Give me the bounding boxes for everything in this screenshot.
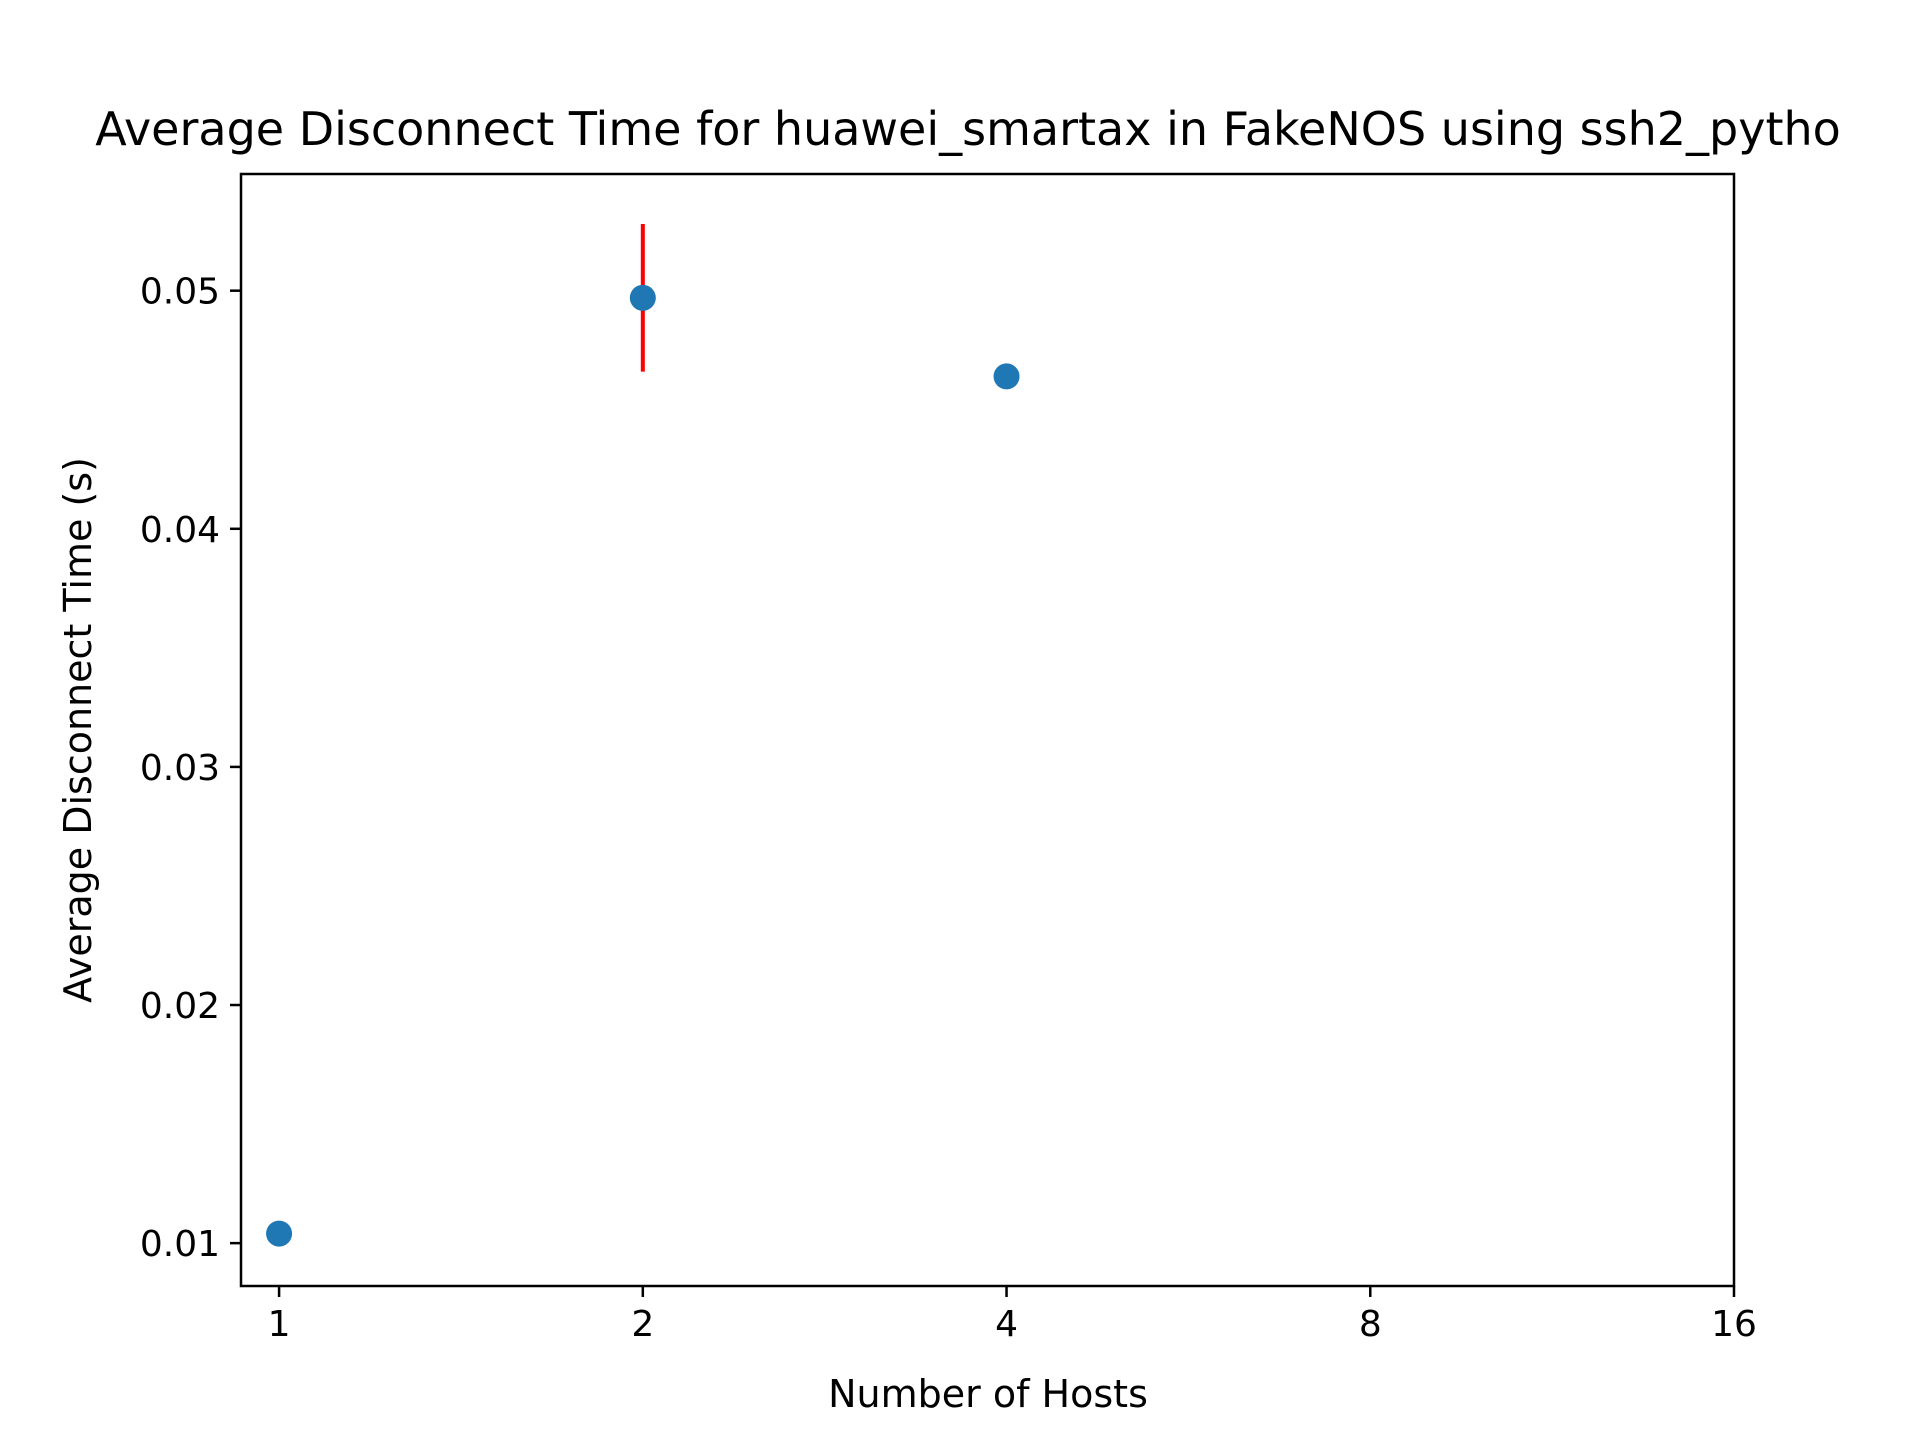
data-point xyxy=(993,363,1020,390)
x-tick-label: 2 xyxy=(631,1304,654,1345)
y-tick-label: 0.04 xyxy=(140,510,220,551)
x-tick-label: 4 xyxy=(995,1304,1018,1345)
x-tick-label: 8 xyxy=(1359,1304,1382,1345)
y-tick-label: 0.02 xyxy=(140,986,220,1027)
data-point xyxy=(266,1220,293,1247)
x-tick-label: 16 xyxy=(1711,1304,1757,1345)
data-point xyxy=(629,284,656,311)
y-tick-label: 0.01 xyxy=(140,1224,220,1265)
y-axis-ticks: 0.01 0.02 0.03 0.04 0.05 xyxy=(140,272,241,1265)
plot-area xyxy=(266,224,1020,1247)
x-tick-label: 1 xyxy=(268,1304,291,1345)
y-tick-label: 0.05 xyxy=(140,272,220,313)
x-axis-label: Number of Hosts xyxy=(828,1372,1148,1416)
y-axis-label: Average Disconnect Time (s) xyxy=(56,457,100,1003)
x-axis-ticks: 1 2 4 8 16 xyxy=(268,1286,1757,1345)
chart-title: Average Disconnect Time for huawei_smart… xyxy=(95,102,1841,156)
y-tick-label: 0.03 xyxy=(140,748,220,789)
axes-frame xyxy=(239,172,1736,1288)
